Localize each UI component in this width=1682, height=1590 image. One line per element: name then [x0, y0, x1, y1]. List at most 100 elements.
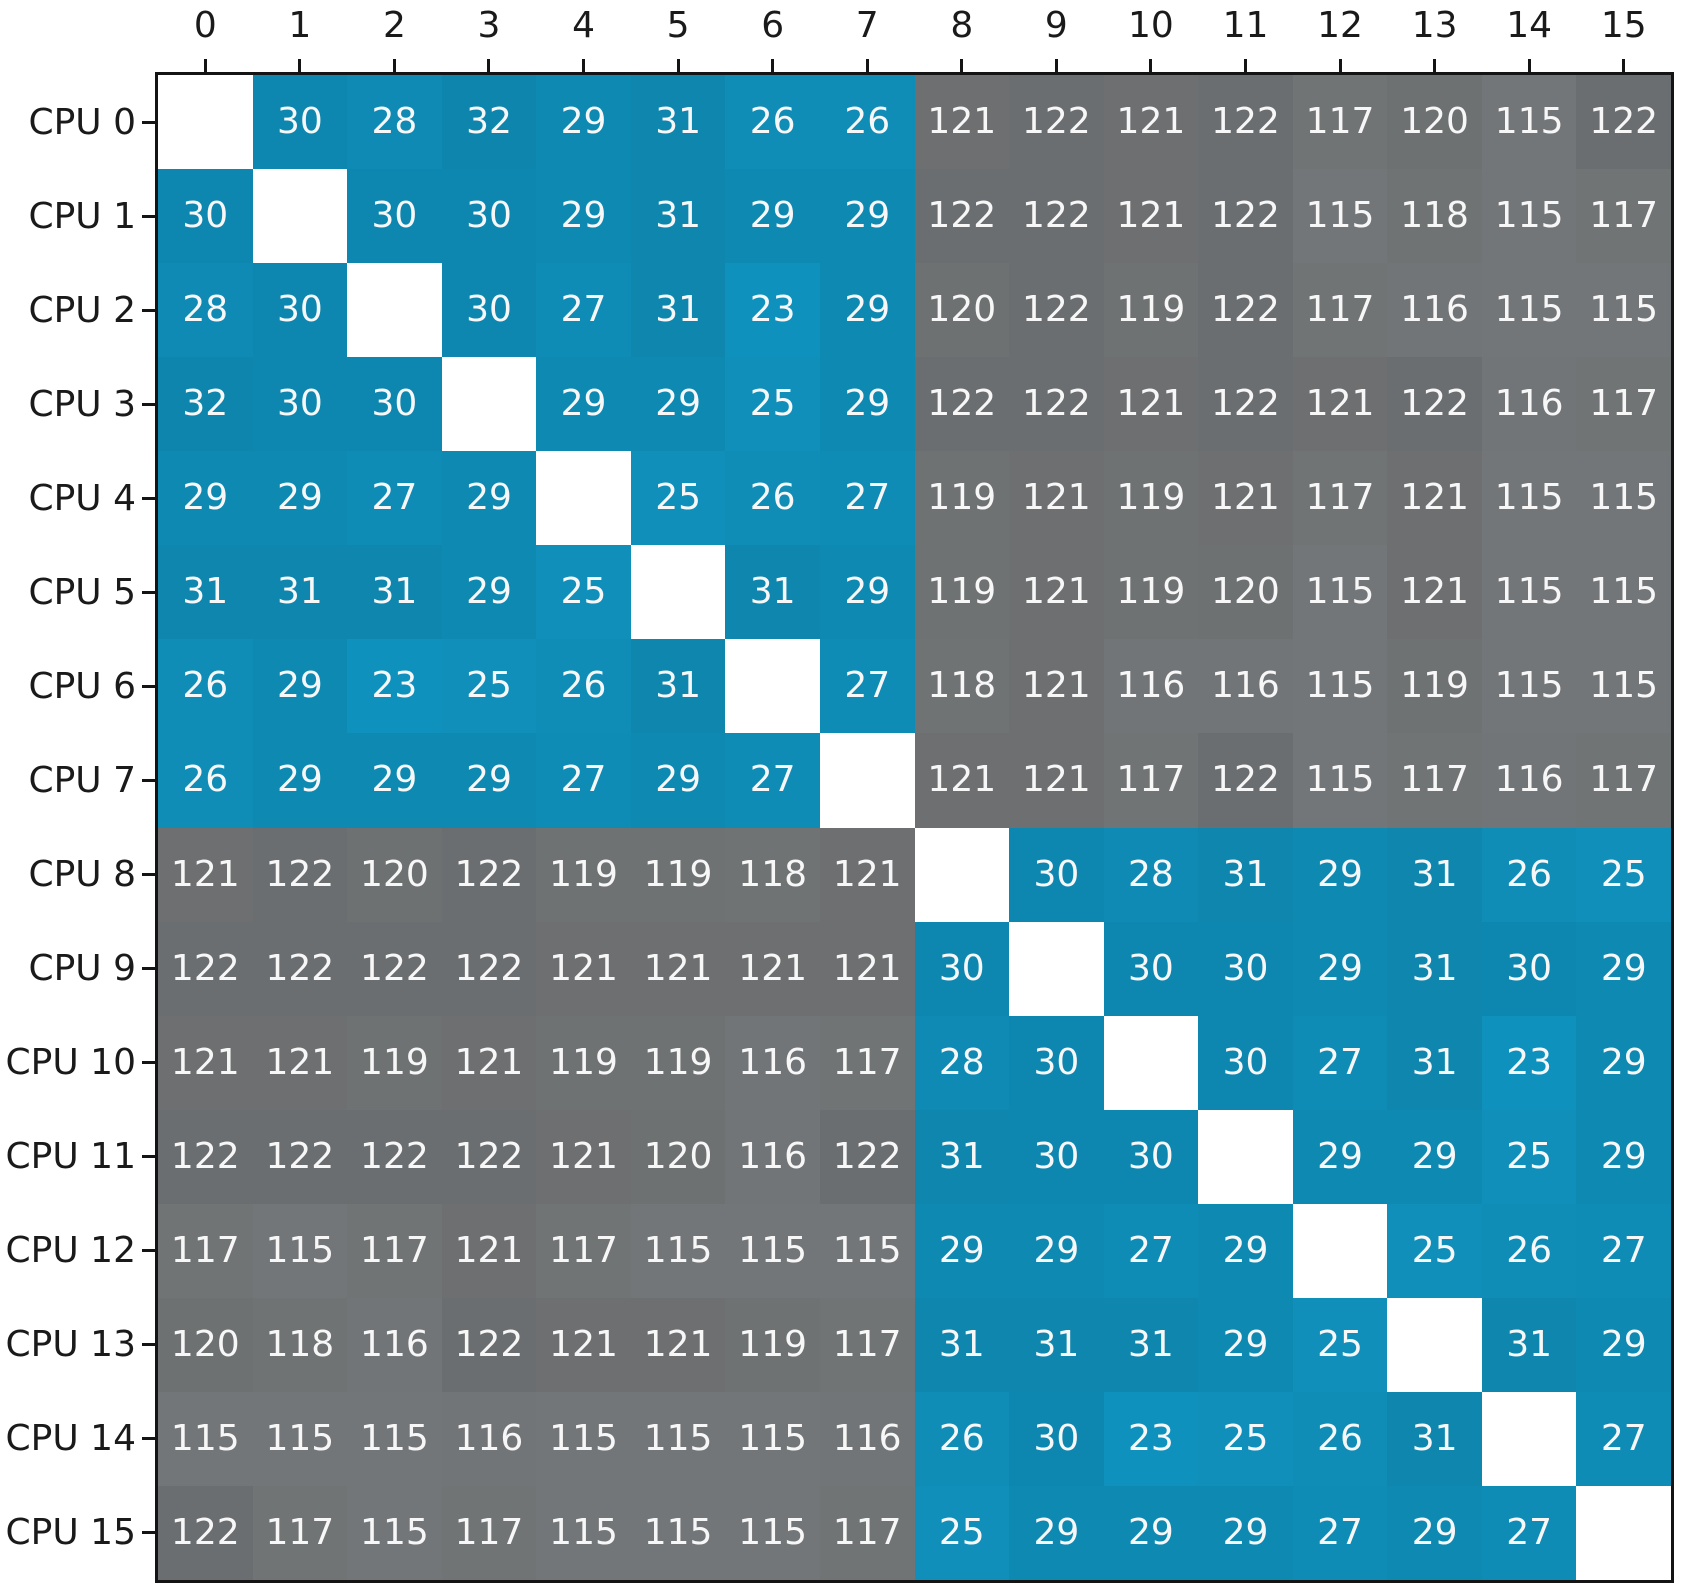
matrix-cell: 119: [914, 545, 1010, 640]
matrix-cell: 115: [1292, 169, 1388, 264]
matrix-cell: 116: [1481, 357, 1577, 452]
x-tick-mark: [676, 59, 680, 75]
matrix-cell: 121: [1292, 357, 1388, 452]
matrix-cell: 25: [914, 1485, 1010, 1580]
x-tick-mark: [392, 59, 396, 75]
matrix-cell: 116: [725, 1015, 820, 1110]
matrix-cell: 118: [914, 639, 1010, 734]
matrix-cell: 30: [1009, 1109, 1104, 1204]
matrix-cell: 29: [536, 169, 631, 264]
matrix-cell: 30: [1009, 1015, 1104, 1110]
matrix-cell: 25: [441, 639, 537, 734]
heatmap-matrix: 30 28 32 29 31 26 26 121 122 121 122 117 120 115 122 30…: [155, 72, 1674, 1583]
matrix-cell: 122: [1009, 169, 1104, 264]
matrix-cell: 25: [1387, 1203, 1482, 1298]
matrix-cell: 32: [158, 357, 253, 452]
matrix-cell: 122: [158, 921, 253, 1016]
matrix-cell: 119: [914, 451, 1010, 546]
matrix-cell: 29: [1576, 1015, 1671, 1110]
matrix-cell: 119: [536, 827, 631, 922]
matrix-cell: 29: [630, 357, 726, 452]
matrix-cell: 117: [1292, 263, 1388, 358]
matrix-cell: 30: [1009, 827, 1104, 922]
matrix-cell: 118: [725, 827, 820, 922]
matrix-cell: 31: [630, 263, 726, 358]
matrix-cell: 26: [914, 1391, 1010, 1486]
matrix-cell: 121: [1009, 639, 1104, 734]
matrix-cell: 116: [819, 1391, 915, 1486]
matrix-cell: 29: [1009, 1203, 1104, 1298]
x-tick-label: 8: [950, 5, 974, 46]
y-tick-label: CPU 11: [5, 1136, 136, 1178]
matrix-cell: 117: [347, 1203, 442, 1298]
matrix-cell: 122: [1198, 169, 1293, 264]
x-tick-mark: [582, 59, 586, 75]
x-tick-mark: [1527, 59, 1531, 75]
matrix-cell: 115: [1481, 545, 1577, 640]
matrix-cell: 119: [347, 1015, 442, 1110]
matrix-cell: 121: [914, 733, 1010, 828]
matrix-cell: 115: [725, 1391, 820, 1486]
matrix-cell: 117: [252, 1485, 348, 1580]
matrix-cell: 122: [158, 1109, 253, 1204]
matrix-cell: 29: [914, 1203, 1010, 1298]
x-tick-mark: [1149, 59, 1153, 75]
matrix-cell: 122: [347, 921, 442, 1016]
matrix-cell: 27: [536, 733, 631, 828]
matrix-cell: 121: [536, 1297, 631, 1392]
matrix-cell: 117: [441, 1485, 537, 1580]
matrix-cell: 26: [158, 639, 253, 734]
matrix-cell: 115: [1292, 639, 1388, 734]
matrix-cell: 115: [1292, 733, 1388, 828]
matrix-cell: 115: [630, 1203, 726, 1298]
matrix-cell: 121: [819, 921, 915, 1016]
matrix-cell: 31: [1387, 1015, 1482, 1110]
matrix-cell: 121: [1103, 357, 1199, 452]
y-tick-mark: [142, 778, 158, 782]
matrix-cell: 32: [441, 75, 537, 170]
matrix-cell: 31: [1103, 1297, 1199, 1392]
y-tick-mark: [142, 590, 158, 594]
matrix-cell: 117: [1292, 75, 1388, 170]
matrix-cell: 122: [914, 169, 1010, 264]
matrix-cell: 29: [441, 733, 537, 828]
matrix-cell: 31: [1387, 827, 1482, 922]
matrix-cell: 25: [1576, 827, 1671, 922]
x-tick-label: 1: [288, 5, 312, 46]
y-tick-mark: [142, 496, 158, 500]
matrix-cell: 30: [347, 169, 442, 264]
matrix-cell: 116: [1198, 639, 1293, 734]
matrix-cell: 120: [347, 827, 442, 922]
y-tick-mark: [142, 967, 158, 971]
y-tick-mark: [142, 308, 158, 312]
matrix-cell: 27: [1103, 1203, 1199, 1298]
y-tick-label: CPU 7: [28, 759, 136, 801]
matrix-cell: 122: [441, 1109, 537, 1204]
matrix-cell: 122: [1198, 733, 1293, 828]
matrix-cell: 115: [158, 1391, 253, 1486]
x-tick-mark: [487, 59, 491, 75]
matrix-cell: 31: [1387, 921, 1482, 1016]
x-tick-label: 9: [1044, 5, 1068, 46]
matrix-cell: 25: [1292, 1297, 1388, 1392]
x-tick-mark: [771, 59, 775, 75]
matrix-cell: 28: [347, 75, 442, 170]
y-tick-label: CPU 0: [28, 101, 136, 143]
matrix-cell: 121: [1387, 451, 1482, 546]
matrix-cell: 121: [158, 1015, 253, 1110]
matrix-cell: 29: [252, 639, 348, 734]
matrix-cell: 29: [1576, 1297, 1671, 1392]
y-tick-label: CPU 12: [5, 1230, 136, 1272]
matrix-cell: 29: [252, 733, 348, 828]
y-tick-label: CPU 5: [28, 571, 136, 613]
matrix-cell: 23: [347, 639, 442, 734]
matrix-cell: 116: [441, 1391, 537, 1486]
y-tick-mark: [142, 214, 158, 218]
matrix-cell: 116: [1481, 733, 1577, 828]
matrix-cell: 31: [252, 545, 348, 640]
matrix-cell: 26: [725, 75, 820, 170]
matrix-cell: 121: [1009, 451, 1104, 546]
matrix-cell: 121: [252, 1015, 348, 1110]
matrix-cell: 122: [347, 1109, 442, 1204]
